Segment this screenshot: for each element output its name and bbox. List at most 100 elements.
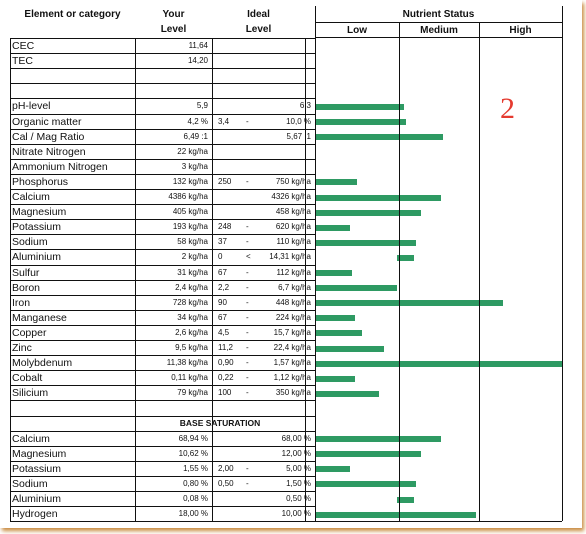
header-medium: Medium — [420, 25, 458, 36]
ideal-separator: - — [246, 282, 249, 292]
grid-line — [10, 430, 315, 432]
ideal-high-value: 68,00 % — [281, 433, 311, 443]
your-level-value: 2,4 kg/ha — [175, 282, 208, 292]
ideal-high-value: 448 kg/ha — [275, 297, 311, 307]
grid-line — [10, 370, 315, 372]
your-level-value: 58 kg/ha — [177, 237, 208, 247]
ideal-low-value: 37 — [218, 237, 227, 247]
grid-line — [10, 521, 315, 523]
header-ideal: Ideal — [247, 9, 270, 20]
status-bar — [315, 481, 417, 488]
status-bar — [315, 345, 385, 352]
ideal-high-value: 1,57 kg/ha — [273, 358, 311, 368]
ideal-high-value: 6,3 — [256, 99, 311, 113]
ideal-low-value: 250 — [218, 176, 232, 186]
row-label: Iron — [12, 296, 31, 309]
row-label: CEC — [12, 40, 35, 52]
status-bar — [315, 209, 422, 216]
status-bar — [315, 511, 476, 518]
grid-line — [305, 38, 306, 522]
ideal-high-value: 224 kg/ha — [275, 312, 311, 322]
grid-line — [10, 445, 315, 447]
ideal-high-value: 10,00 % — [281, 509, 311, 519]
ideal-separator: - — [246, 463, 249, 473]
status-bar — [315, 330, 362, 337]
grid-line — [10, 415, 315, 417]
ideal-high-value: 10,0 % — [286, 116, 311, 126]
grid-line — [562, 6, 563, 522]
your-level-value: 22 kg/ha — [177, 146, 208, 156]
your-level-value: 11,64 — [188, 41, 208, 50]
ideal-high-value: 750 kg/ha — [275, 176, 311, 186]
row-label: Sodium — [12, 236, 48, 249]
row-label: Ammonium Nitrogen — [12, 160, 108, 173]
status-bar — [315, 315, 355, 322]
ideal-separator: - — [246, 237, 249, 247]
ideal-high-value: 458 kg/ha — [275, 207, 311, 217]
ideal-low-value: 67 — [218, 312, 227, 322]
ideal-separator: - — [246, 358, 249, 368]
row-label: Hydrogen — [12, 508, 58, 521]
status-bar — [315, 134, 444, 141]
row-label: Calcium — [12, 191, 50, 203]
status-bar — [315, 300, 503, 307]
ideal-separator: - — [246, 297, 249, 307]
grid-line — [10, 385, 315, 387]
ideal-separator: < — [246, 252, 251, 262]
row-label: Aluminium — [12, 251, 62, 264]
grid-line — [315, 521, 562, 523]
your-level-value: 6,49 :1 — [183, 131, 208, 141]
grid-line — [10, 309, 315, 311]
your-level-value: 2 kg/ha — [181, 252, 208, 262]
ideal-low-value: 0 — [218, 252, 223, 262]
row-label: Manganese — [12, 311, 67, 324]
grid-line — [10, 249, 315, 251]
status-bar — [396, 254, 414, 261]
ideal-low-value: 67 — [218, 267, 227, 277]
row-label: Organic matter — [12, 115, 82, 128]
status-bar — [315, 239, 417, 246]
grid-line — [10, 475, 315, 477]
your-level-value: 405 kg/ha — [172, 207, 208, 217]
ideal-low-value: 2,00 — [218, 463, 234, 473]
ideal-low-value: 90 — [218, 297, 227, 307]
grid-line — [10, 128, 315, 130]
your-level-value: 4,2 % — [187, 116, 208, 126]
ideal-high-value: 5,67 :1 — [286, 131, 311, 141]
your-level-value: 68,94 % — [178, 433, 208, 443]
annotation-number: 2 — [500, 92, 515, 125]
ideal-high-value: 14,31 kg/ha — [269, 252, 311, 262]
status-bar — [315, 119, 407, 126]
grid-line — [10, 83, 315, 85]
grid-line — [399, 22, 400, 522]
grid-line — [10, 204, 315, 206]
grid-line — [10, 98, 315, 100]
row-label: Sulfur — [12, 266, 40, 279]
ideal-high-value: 350 kg/ha — [275, 388, 311, 398]
row-label: TEC — [12, 55, 33, 68]
grid-line — [10, 113, 315, 115]
your-level-value: 1,55 % — [183, 463, 208, 473]
ideal-low-value: 4,5 — [218, 327, 230, 337]
status-bar — [315, 390, 380, 397]
grid-line — [10, 506, 315, 508]
your-level-value: 31 kg/ha — [177, 267, 208, 277]
row-label: Zinc — [12, 342, 32, 354]
status-bar — [315, 103, 404, 110]
status-bar — [315, 360, 562, 367]
your-level-value: 14,20 — [187, 56, 208, 66]
grid-line — [212, 38, 213, 522]
row-label: pH-level — [12, 100, 51, 113]
grid-line — [10, 189, 315, 190]
your-level-value: 18,00 % — [178, 509, 208, 519]
header-high: High — [509, 25, 532, 36]
ideal-low-value: 3,4 — [218, 116, 230, 126]
row-label: Phosphorus — [12, 175, 69, 188]
status-bar — [315, 285, 397, 292]
grid-line — [315, 6, 316, 522]
header-nutrient-status: Nutrient Status — [402, 9, 475, 20]
ideal-high-value: 1,12 kg/ha — [273, 373, 311, 383]
your-level-value: 132 kg/ha — [172, 176, 208, 186]
ideal-high-value: 110 kg/ha — [276, 237, 311, 247]
row-label: Magnesium — [12, 447, 67, 460]
